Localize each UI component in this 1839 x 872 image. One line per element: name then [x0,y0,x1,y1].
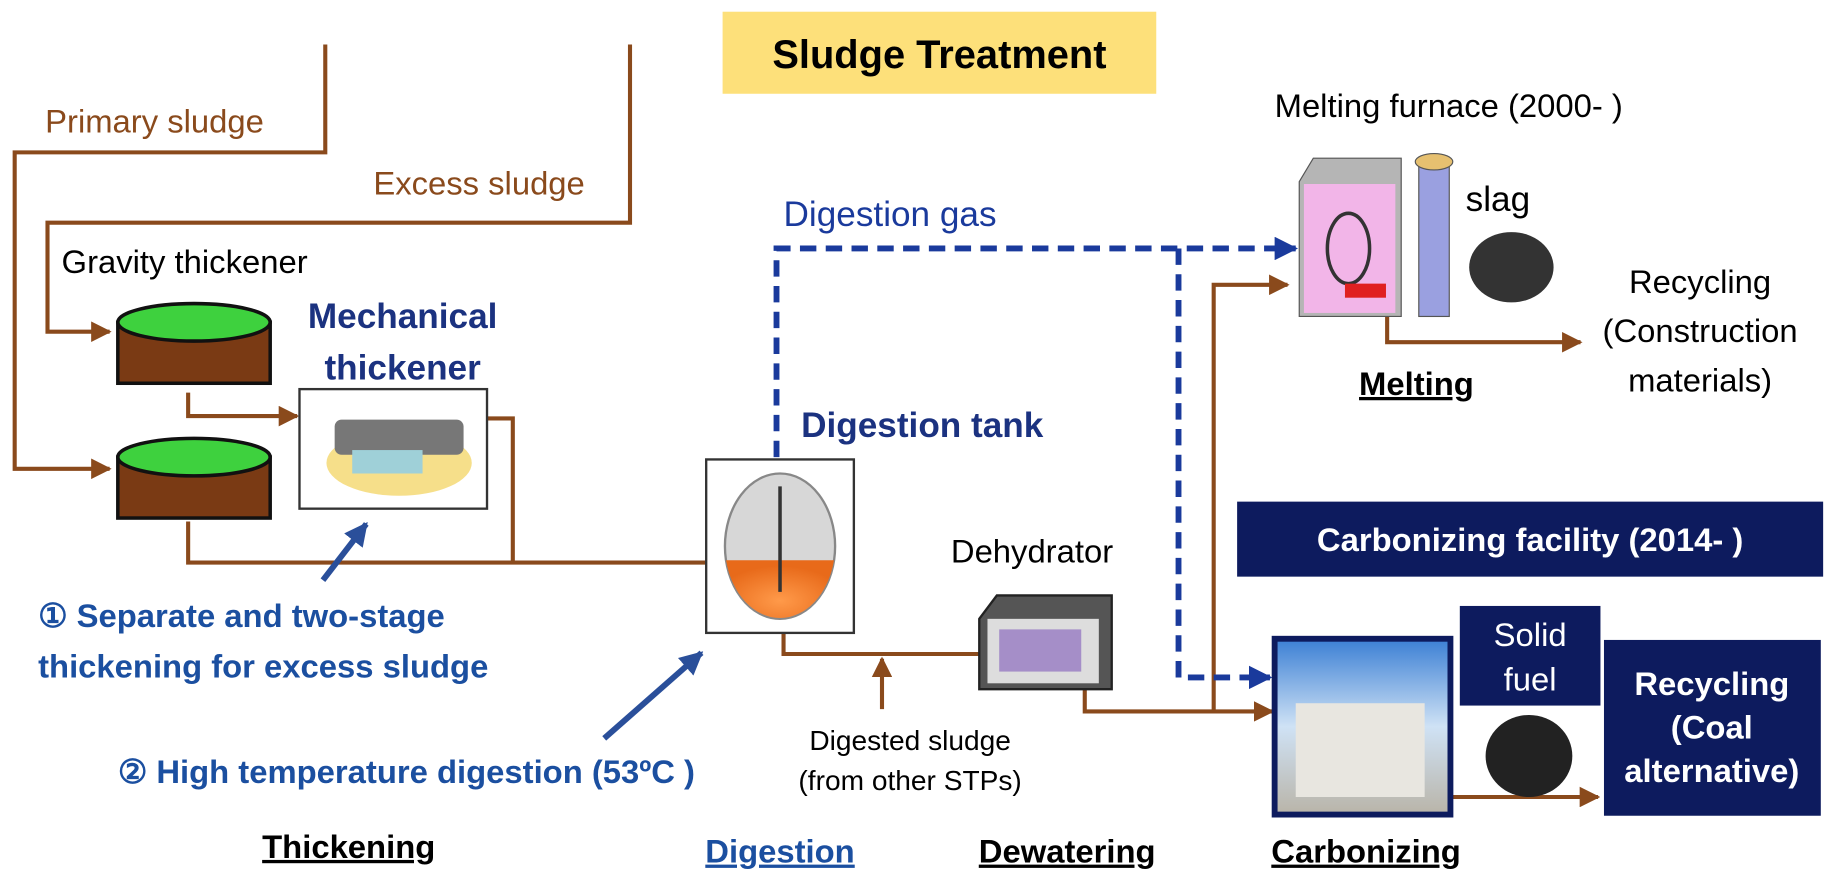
gas-flow [773,236,1299,690]
labels: Primary sludge Excess sludge Gravity thi… [38,87,1799,869]
melting-furnace-icon [1298,152,1454,318]
dehydrator-icon [978,594,1113,691]
slag-pile [1469,232,1554,303]
digestion-tank-icon [705,458,856,635]
label: Melting [1359,365,1474,402]
label: (Coal [1671,708,1753,745]
title: Sludge Treatment [772,33,1106,77]
solid-fuel-icon [1485,714,1573,797]
label: slag [1466,180,1531,219]
label: Dehydrator [951,533,1113,570]
label: Digested sludge [809,725,1011,756]
title-box [722,11,1157,94]
label: Recycling [1629,263,1771,300]
label: Mechanical [308,297,498,336]
label: Gravity thickener [62,243,308,280]
label: Digestion gas [784,195,997,234]
stage-label: Thickening [262,828,435,865]
label: fuel [1504,660,1557,697]
note: ② High temperature digestion (53ºC ) [118,753,695,790]
label: (from other STPs) [798,765,1021,796]
label: Solid [1494,616,1567,653]
label: alternative) [1624,752,1799,789]
solid-fuel-box [1459,605,1601,706]
building [1295,703,1425,797]
note-arrow [320,522,369,582]
stage-label: Carbonizing [1271,833,1460,870]
stage-label: Digestion [705,833,854,870]
label: Excess sludge [373,165,584,202]
label: thickener [324,349,481,388]
gravity-thickener-icon [116,301,272,520]
note: thickening for excess sludge [38,647,488,684]
stage-label: Dewatering [979,833,1156,870]
label: Melting furnace (2000- ) [1275,87,1623,124]
label: (Construction [1603,312,1798,349]
mechanical-thickener-icon [298,387,489,510]
label: materials) [1628,361,1772,398]
label: Carbonizing facility (2014- ) [1317,521,1743,558]
recycling-coal-box [1603,639,1821,816]
label: Digestion tank [801,406,1044,445]
carbonizing-facility-box [1237,501,1824,577]
note-arrow [602,650,704,741]
note: ① Separate and two-stage [38,597,445,634]
label: Primary sludge [45,102,264,139]
label: Recycling [1634,665,1789,702]
